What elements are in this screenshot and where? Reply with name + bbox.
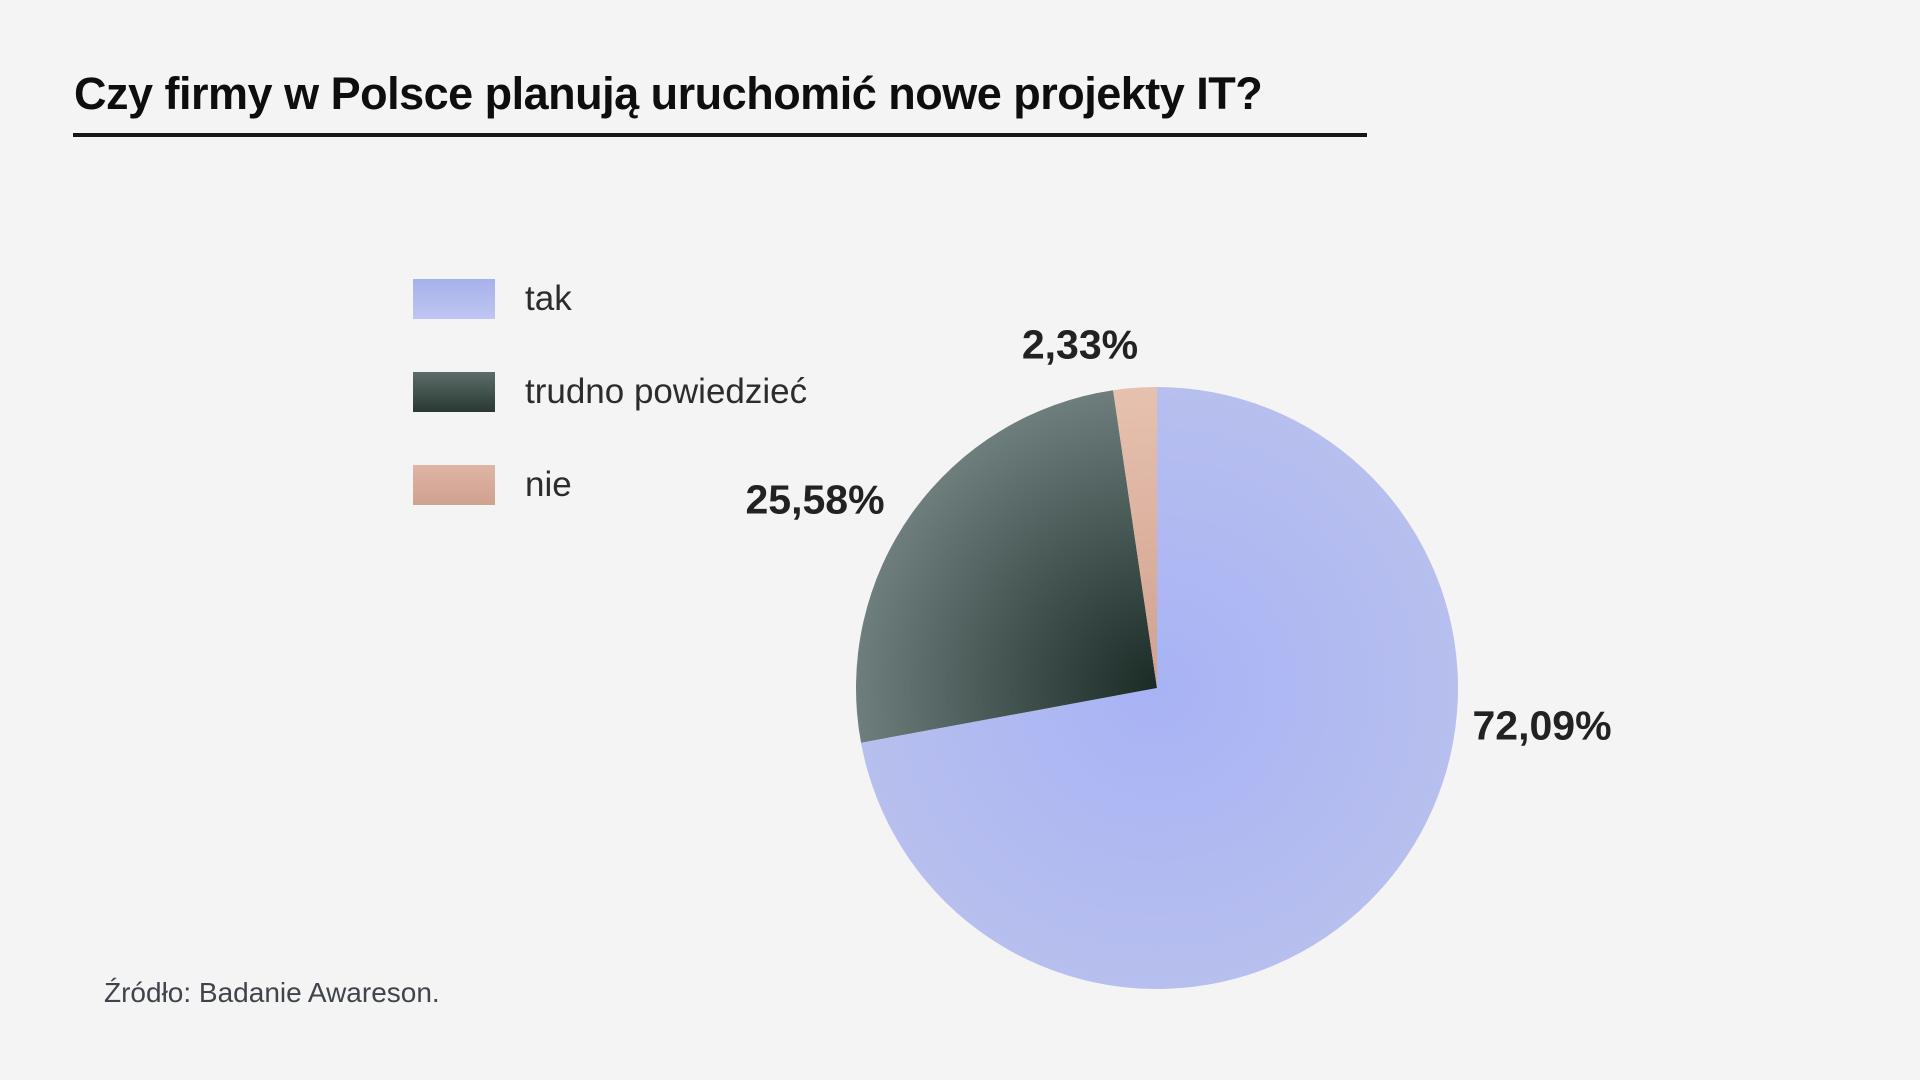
legend-swatch-nie (413, 465, 495, 505)
title-underline (73, 133, 1367, 137)
legend-swatch-tak (413, 279, 495, 319)
legend-item-tak: tak (413, 279, 807, 319)
legend: tak trudno powiedzieć nie (413, 279, 807, 558)
legend-swatch-trudno-powiedziec (413, 372, 495, 412)
source-note: Źródło: Badanie Awareson. (104, 977, 440, 1008)
legend-label-nie: nie (525, 465, 572, 504)
pie-value-label-trudno-powiedziec: 25,58% (745, 476, 885, 523)
legend-item-trudno-powiedziec: trudno powiedzieć (413, 372, 807, 412)
pie-slice-tak (861, 387, 1459, 989)
pie-slice-trudno-powiedziec (856, 390, 1157, 743)
pie-value-label-nie: 2,33% (1021, 321, 1139, 368)
pie-slice-nie (1113, 387, 1157, 688)
chart-title: Czy firmy w Polsce planują uruchomić now… (74, 68, 1263, 119)
legend-label-trudno-powiedziec: trudno powiedzieć (525, 372, 808, 411)
legend-item-nie: nie (413, 465, 807, 505)
pie-chart (856, 387, 1459, 989)
legend-label-tak: tak (525, 279, 572, 318)
pie-value-label-tak: 72,09% (1472, 702, 1612, 749)
